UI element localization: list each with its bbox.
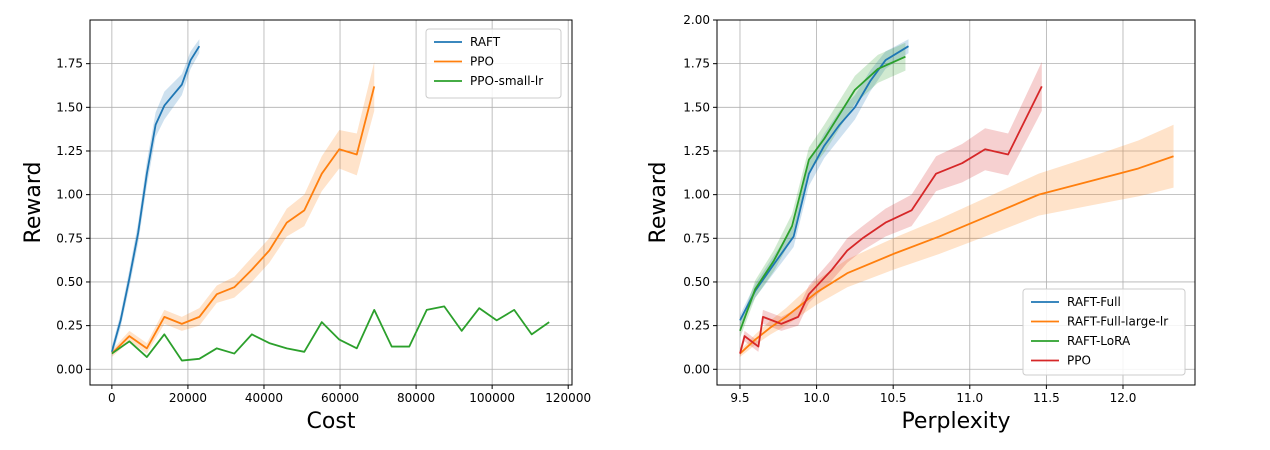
series-band-1 <box>111 61 375 358</box>
x-tick-label: 11.0 <box>956 391 983 405</box>
series-band-2 <box>739 42 906 338</box>
y-tick-label: 1.00 <box>56 188 83 202</box>
legend-label: PPO <box>470 55 494 69</box>
y-axis-title: Reward <box>646 162 671 244</box>
chart-perplexity-vs-reward: 9.5 10.0 10.5 11.0 11.5 12.0 0.00 0.25 0.50 0.75 1… <box>646 13 1196 434</box>
plot-frame <box>89 19 573 386</box>
y-tick-label: 0.75 <box>683 231 710 245</box>
x-tick-label: 12.0 <box>1110 391 1137 405</box>
y-tick-label: 1.00 <box>683 188 710 202</box>
x-tick-label: 20000 <box>169 391 207 405</box>
plot-frame <box>716 19 1196 386</box>
series-band-0 <box>111 39 200 358</box>
x-axis-title: Perplexity <box>901 409 1010 434</box>
x-tick-label: 100000 <box>469 391 515 405</box>
x-tick-label: 60000 <box>321 391 359 405</box>
legend-label: RAFT <box>470 35 501 49</box>
legend-box <box>1022 288 1186 376</box>
series-line-2 <box>111 305 550 362</box>
x-tick-label: 80000 <box>397 391 435 405</box>
legend-label: PPO <box>1067 354 1091 368</box>
chart-cost-vs-reward: 0 20000 40000 60000 80000 100000 120000 0.00 0.2… <box>21 19 591 434</box>
y-tick-label: 0.50 <box>56 275 83 289</box>
y-tick-label: 1.50 <box>683 100 710 114</box>
x-tick-label: 0 <box>108 391 116 405</box>
y-tick-label: 2.00 <box>683 13 710 27</box>
series-line-3 <box>739 85 1043 354</box>
x-tick-label: 10.0 <box>803 391 830 405</box>
y-tick-label: 0.00 <box>683 362 710 376</box>
y-tick-label: 0.50 <box>683 275 710 289</box>
y-tick-label: 1.25 <box>683 144 710 158</box>
y-tick-label: 1.75 <box>683 57 710 71</box>
series-band-3 <box>739 61 1042 358</box>
series-line-1 <box>111 86 376 355</box>
series-line-0 <box>110 45 201 353</box>
y-tick-label: 0.25 <box>56 319 83 333</box>
y-axis-title: Reward <box>21 162 46 244</box>
y-tick-label: 0.00 <box>56 362 83 376</box>
y-tick-label: 1.75 <box>56 57 83 71</box>
x-axis-title: Cost <box>307 409 356 434</box>
y-tick-label: 0.75 <box>56 231 83 245</box>
series-band-1 <box>739 124 1174 358</box>
y-tick-label: 1.50 <box>56 100 83 114</box>
legend-label: PPO-small-lr <box>470 74 543 88</box>
series-line-2 <box>739 55 906 332</box>
x-tick-label: 40000 <box>245 391 283 405</box>
legend-label: RAFT-Full <box>1067 295 1121 309</box>
y-tick-label: 0.25 <box>683 319 710 333</box>
x-tick-label: 120000 <box>545 391 591 405</box>
legend-label: RAFT-LoRA <box>1067 334 1131 348</box>
series-line-1 <box>739 155 1174 355</box>
x-tick-label: 11.5 <box>1033 391 1060 405</box>
x-tick-label: 9.5 <box>730 391 749 405</box>
series-line-0 <box>739 45 909 321</box>
x-tick-label: 10.5 <box>880 391 907 405</box>
y-tick-label: 1.25 <box>56 144 83 158</box>
legend-label: RAFT-Full-large-lr <box>1067 315 1168 329</box>
